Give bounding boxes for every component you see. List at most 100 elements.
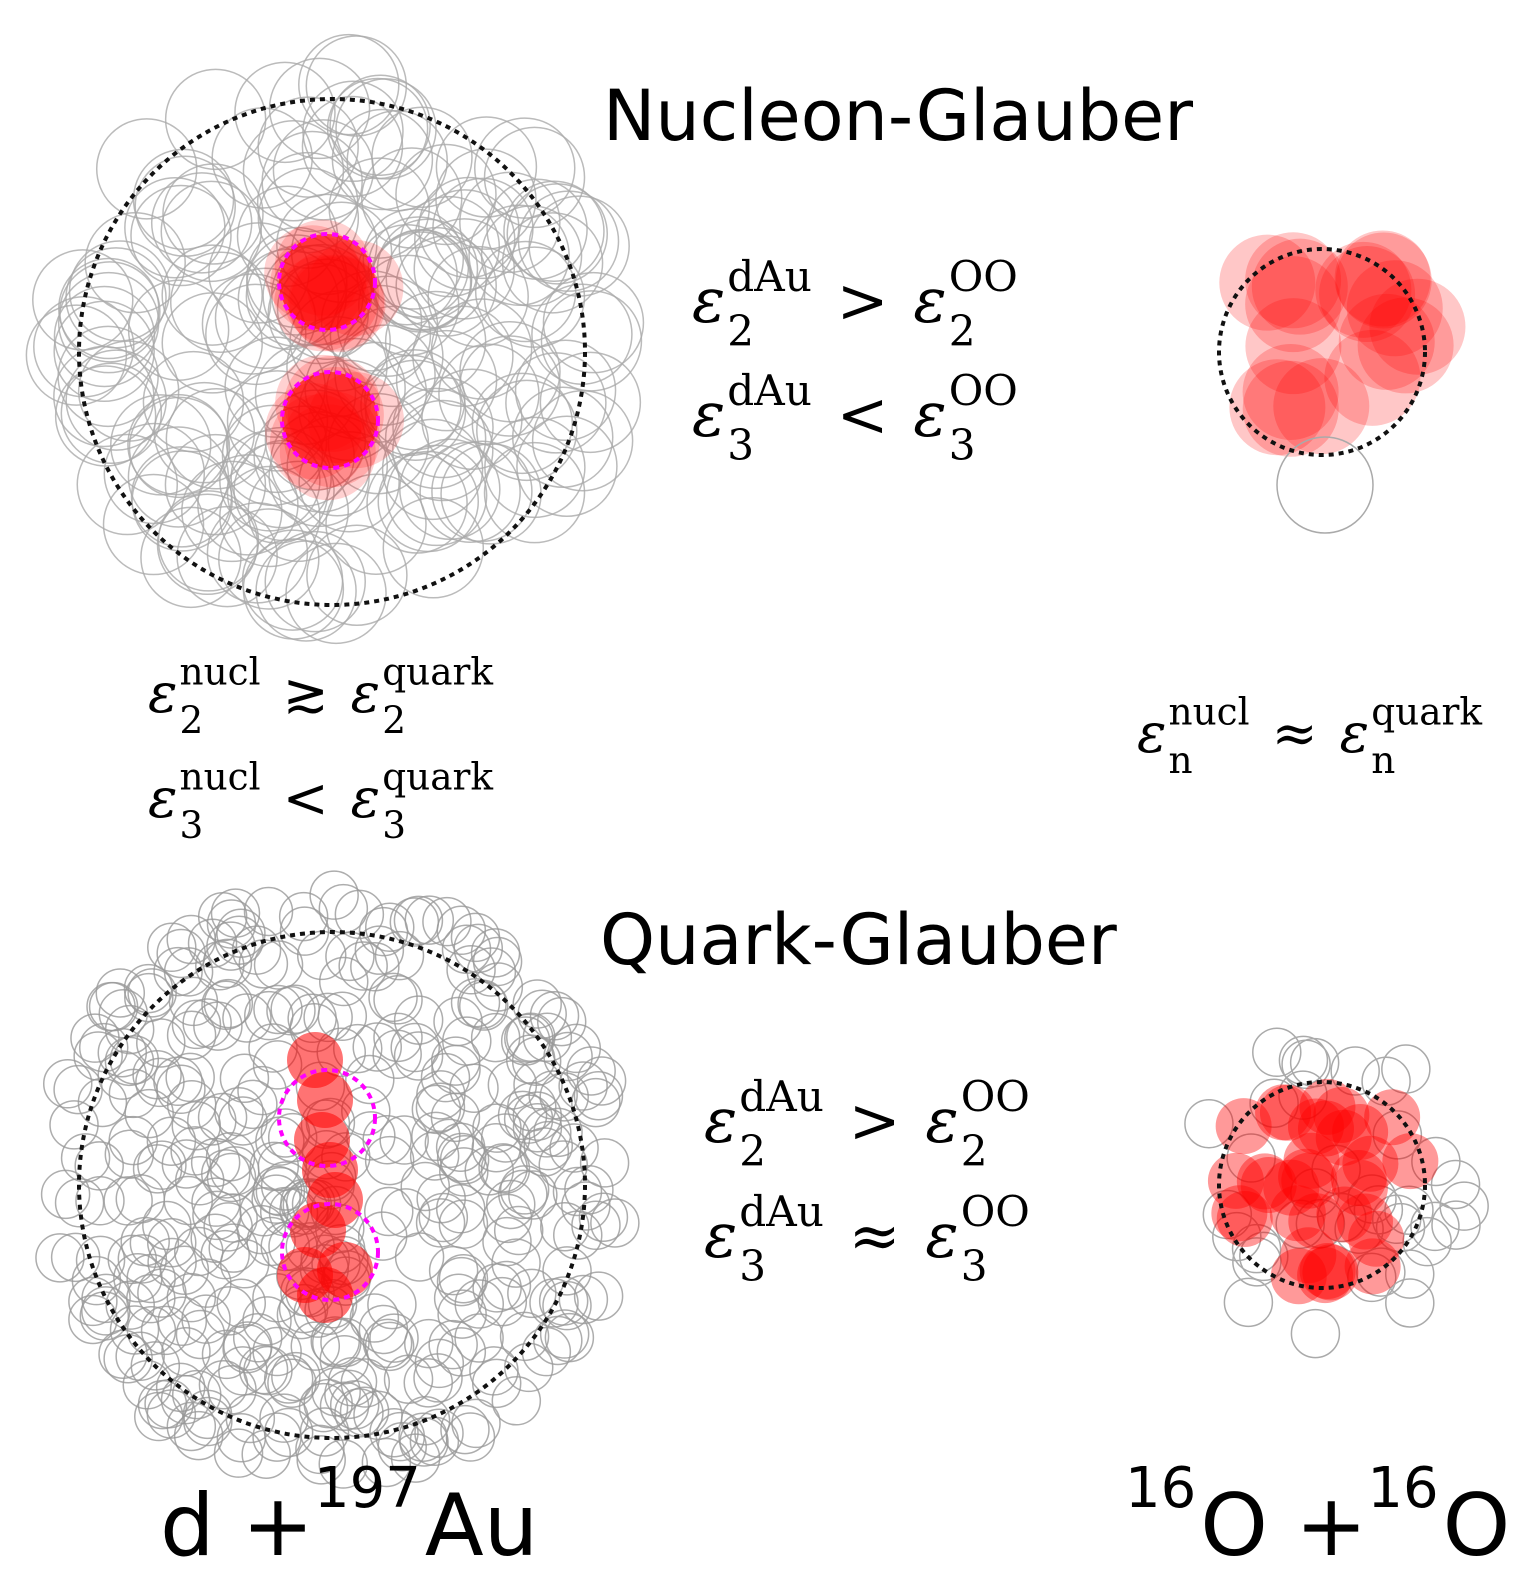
quark: [523, 1120, 573, 1171]
mass-number: 16: [1125, 1456, 1196, 1521]
nucleon: [1276, 436, 1374, 534]
quark: [373, 1012, 423, 1063]
nucleon: [503, 180, 605, 282]
participant-quark: [1280, 1227, 1337, 1284]
quark: [411, 1084, 462, 1135]
quark: [450, 912, 501, 963]
quark: [157, 1296, 208, 1347]
nucleon: [346, 110, 448, 212]
quark: [424, 1118, 475, 1169]
nucleon: [501, 212, 604, 314]
quark: [367, 1279, 417, 1330]
nucleon: [483, 246, 586, 348]
quark: [206, 899, 257, 949]
nucleon: [261, 130, 363, 233]
nucleon: [157, 490, 260, 592]
nucleon: [53, 285, 156, 388]
quark: [120, 1216, 170, 1267]
quark: [358, 906, 409, 957]
quark: [182, 1258, 232, 1308]
participant-quark: [1263, 1159, 1320, 1216]
participant-quark: [1313, 1086, 1370, 1143]
quark: [97, 1050, 147, 1100]
quark: [1184, 1098, 1234, 1149]
quark: [472, 1103, 522, 1153]
quark: [415, 1198, 466, 1248]
superscript: dAu: [739, 1187, 824, 1236]
quark: [204, 1286, 255, 1336]
subscript: n: [1169, 738, 1193, 782]
quark: [192, 1190, 242, 1241]
nucleon: [476, 379, 578, 482]
participant-quark: [1259, 1084, 1316, 1141]
quark-title: Quark-Glauber: [600, 899, 1117, 981]
quark: [439, 1134, 490, 1185]
quark: [259, 1393, 309, 1443]
quark: [1439, 1181, 1489, 1231]
nucleon: [65, 349, 167, 451]
quark: [105, 1280, 155, 1330]
quark: [311, 1367, 361, 1417]
quark: [242, 1296, 292, 1346]
nucleon: [531, 389, 634, 492]
quark: [377, 1422, 427, 1472]
subscript: 3: [949, 421, 976, 470]
nucleon: [381, 418, 484, 521]
quark: [350, 942, 400, 992]
nucleon: [142, 350, 245, 453]
quark: [420, 1052, 471, 1103]
superscript: nucl: [180, 755, 261, 799]
quark: [415, 1082, 466, 1132]
epsilon: ε: [692, 264, 725, 337]
participant-quark: [1288, 1193, 1345, 1250]
nucleus-outline: [77, 930, 587, 1440]
quark: [505, 1034, 556, 1084]
nucleon: [68, 240, 171, 342]
quark: [223, 1321, 273, 1371]
participant-quark: [1336, 1193, 1393, 1250]
epsilon: ε: [351, 661, 381, 725]
system-label: O +: [1200, 1476, 1367, 1572]
quark: [174, 1156, 225, 1206]
quark: [153, 946, 203, 997]
quark: [147, 922, 197, 973]
participant-quark: [1255, 1084, 1312, 1141]
nucleon: [395, 143, 497, 246]
relation-operator: <: [837, 378, 889, 451]
quark: [576, 1056, 627, 1106]
quark: [1231, 1223, 1282, 1274]
quark: [1384, 1185, 1434, 1235]
quark: [500, 1016, 551, 1066]
quark: [1411, 1136, 1461, 1187]
quark: [299, 1407, 350, 1457]
nucleon: [169, 251, 272, 353]
quark: [190, 1213, 240, 1263]
participant: [1357, 297, 1454, 394]
quark: [446, 945, 496, 995]
nucleon: [285, 542, 387, 645]
quark: [197, 892, 248, 942]
superscript: nucl: [180, 650, 261, 694]
superscript: OO: [961, 1187, 1030, 1236]
quark: [320, 1317, 370, 1368]
quark: [122, 1360, 173, 1410]
nucleon: [301, 95, 404, 198]
quark: [491, 1238, 541, 1288]
quark: [437, 1289, 487, 1339]
participant-quark: [1269, 1185, 1326, 1242]
nucleon: [516, 415, 618, 518]
quark: [324, 1369, 374, 1420]
quark: [498, 1169, 548, 1220]
participant-quark: [1331, 1159, 1388, 1216]
quark: [70, 1013, 120, 1063]
quark: [1410, 1201, 1460, 1252]
quark: [1202, 1189, 1253, 1240]
participant: [1242, 360, 1339, 457]
quark: [364, 1135, 415, 1186]
quark: [197, 1092, 248, 1143]
quark: [228, 1079, 278, 1130]
quark: [107, 1234, 158, 1285]
quark: [365, 902, 415, 952]
nucleon: [483, 441, 586, 544]
quark: [436, 1256, 487, 1307]
